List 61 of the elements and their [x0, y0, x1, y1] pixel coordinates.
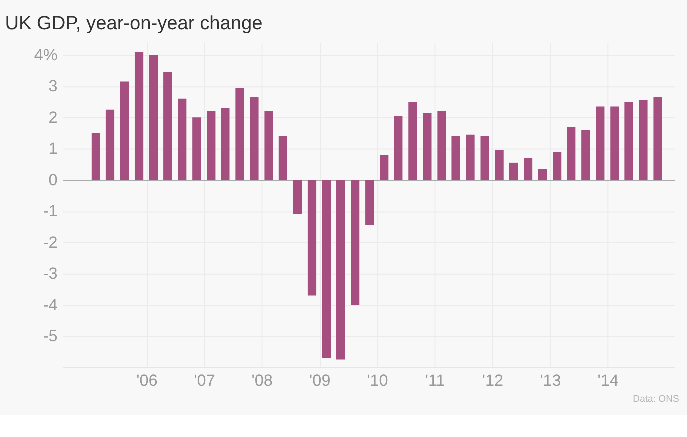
- y-tick-label: 1: [48, 140, 58, 158]
- y-tick-label: 0: [48, 171, 58, 190]
- bar: [120, 82, 130, 180]
- bar: [150, 55, 158, 180]
- x-tick-label: '10: [367, 372, 388, 390]
- bar: [624, 102, 634, 180]
- x-tick-label: '06: [136, 372, 158, 390]
- bar: [654, 97, 662, 180]
- bar: [236, 88, 244, 180]
- x-tick-label: '07: [194, 372, 216, 390]
- bar: [639, 100, 648, 180]
- bar: [192, 118, 202, 180]
- x-tick-label: '08: [252, 372, 273, 390]
- bar: [278, 136, 288, 180]
- bar: [509, 162, 518, 180]
- bar: [221, 108, 230, 180]
- bar: [524, 158, 533, 180]
- text: Data: ONS: [633, 394, 680, 405]
- bar: [293, 180, 302, 214]
- x-tick-label: '11: [425, 372, 446, 390]
- bar: [553, 152, 562, 180]
- bar: [567, 127, 576, 180]
- y-tick-label: 2: [48, 108, 58, 127]
- y-tick-label: -3: [43, 265, 58, 284]
- bar: [495, 150, 504, 180]
- y-tick-label: 4%: [34, 46, 58, 64]
- bar: [394, 116, 403, 180]
- chart-title: UK GDP, year-on-year change: [5, 13, 263, 34]
- bar: [380, 155, 389, 180]
- bar: [480, 136, 490, 180]
- bar: [596, 106, 605, 180]
- bar: [250, 97, 259, 180]
- bar: [423, 112, 432, 180]
- bar: [207, 111, 216, 180]
- bar: [466, 134, 475, 180]
- bar: [308, 180, 317, 296]
- bar: [264, 111, 274, 180]
- bar: [106, 110, 115, 180]
- bar: [351, 180, 360, 306]
- bar: [452, 136, 460, 180]
- x-tick-label: '13: [540, 372, 562, 390]
- bar: [134, 52, 144, 180]
- bar: [322, 180, 332, 358]
- y-tick-label: 3: [48, 78, 58, 96]
- y-tick-label: -1: [43, 202, 58, 221]
- bar: [438, 111, 446, 180]
- bar: [164, 72, 172, 180]
- y-tick-label: -2: [43, 234, 58, 252]
- bar: [538, 169, 548, 180]
- bar: [178, 98, 187, 180]
- bar: [610, 106, 620, 180]
- x-tick-label: '12: [482, 372, 504, 390]
- bar: [366, 180, 374, 226]
- y-tick-label: -4: [43, 296, 58, 314]
- bar: [408, 102, 418, 180]
- bar: [582, 130, 590, 180]
- y-tick-label: -5: [43, 328, 58, 346]
- bar: [336, 180, 346, 360]
- bar: [92, 133, 101, 180]
- x-tick-label: '14: [598, 372, 619, 390]
- x-tick-label: '09: [310, 372, 331, 390]
